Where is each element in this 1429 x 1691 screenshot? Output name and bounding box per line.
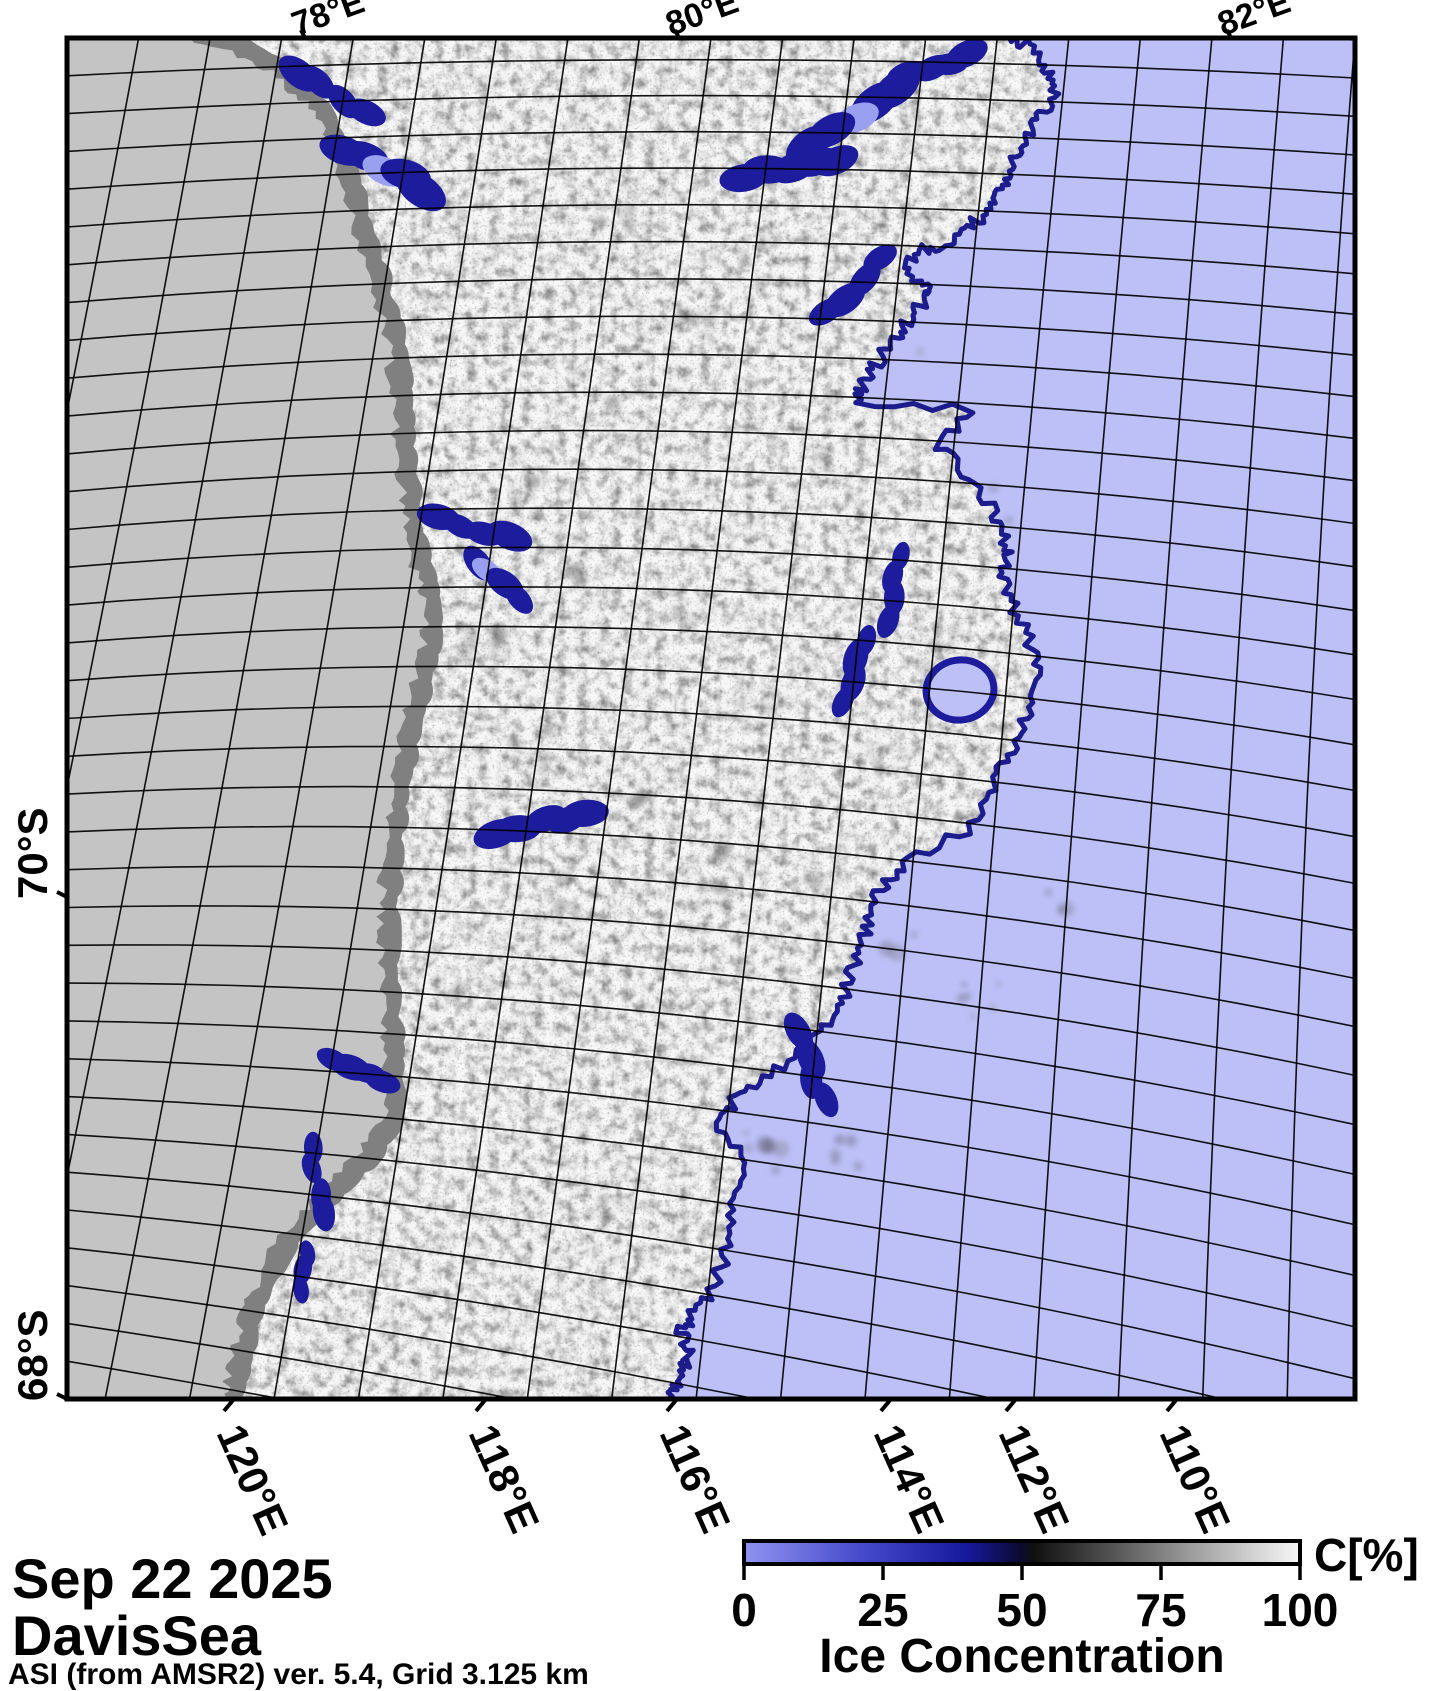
svg-text:ASI (from AMSR2) ver. 5.4, Gr: ASI (from AMSR2) ver. 5.4, Grid 3.125 km	[8, 1658, 589, 1691]
svg-text:114°E: 114°E	[865, 1418, 954, 1540]
svg-text:112°E: 112°E	[990, 1418, 1079, 1540]
svg-text:116°E: 116°E	[651, 1418, 740, 1540]
svg-text:C[%]: C[%]	[1314, 1529, 1419, 1581]
svg-text:118°E: 118°E	[460, 1418, 549, 1540]
svg-text:0: 0	[731, 1584, 757, 1636]
svg-text:120°E: 120°E	[208, 1418, 298, 1542]
svg-text:Ice Concentration: Ice Concentration	[819, 1630, 1224, 1683]
svg-text:50: 50	[996, 1584, 1047, 1636]
svg-text:Sep 22 2025: Sep 22 2025	[12, 1547, 333, 1610]
svg-text:25: 25	[857, 1584, 908, 1636]
svg-text:100: 100	[1262, 1584, 1339, 1636]
svg-text:75: 75	[1135, 1584, 1186, 1636]
svg-text:68°S: 68°S	[9, 1309, 56, 1401]
svg-text:70°S: 70°S	[9, 807, 56, 899]
svg-text:110°E: 110°E	[1151, 1418, 1240, 1540]
